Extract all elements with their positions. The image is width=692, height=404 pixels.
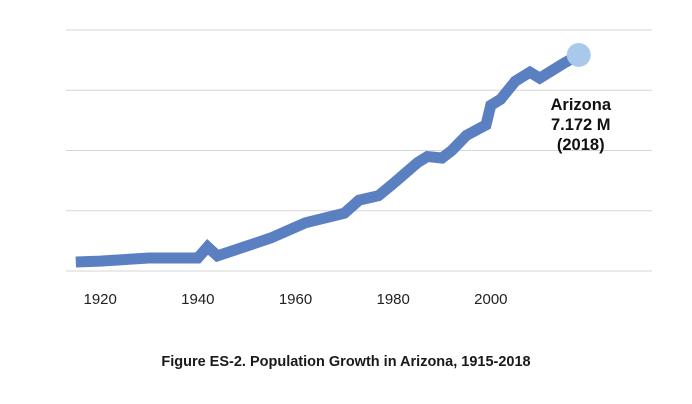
x-tick-label-1980: 1980 [376, 291, 409, 308]
x-axis-tick-labels: 1920 1940 1960 1980 2000 [83, 291, 507, 308]
data-points [75, 42, 591, 263]
x-tick-label-1920: 1920 [83, 291, 116, 308]
endpoint-marker [566, 42, 591, 67]
x-tick-label-1940: 1940 [181, 291, 214, 308]
annotation-line-2: (2018) [557, 136, 605, 154]
annotation-line-0: Arizona [550, 96, 611, 114]
annotation-line-1: 7.172 M [551, 116, 611, 134]
series-line-0 [75, 50, 582, 268]
x-tick-label-1960: 1960 [279, 291, 312, 308]
annotation-group: Arizona 7.172 M (2018) [550, 96, 611, 154]
gridlines [66, 29, 652, 272]
series-lines [75, 50, 582, 268]
figure-caption: Figure ES-2. Population Growth in Arizon… [161, 354, 531, 370]
x-tick-label-2000: 2000 [474, 291, 507, 308]
